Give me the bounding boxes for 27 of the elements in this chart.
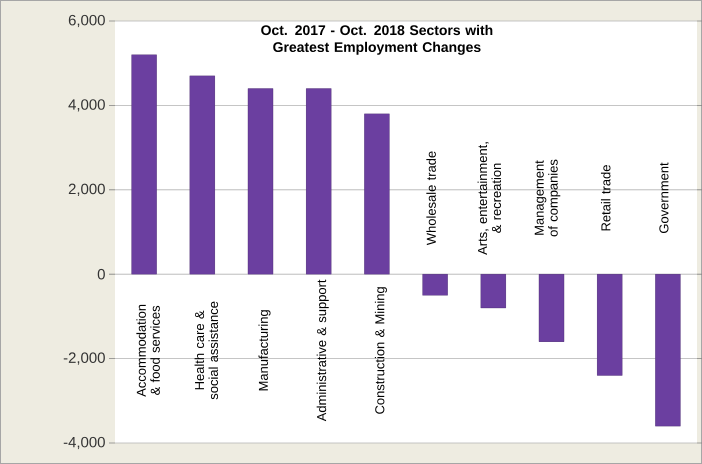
x-tick-label: Government [659,162,668,233]
bar [248,88,274,274]
bar [131,54,157,274]
x-tick-label: Administrative & support [316,280,329,422]
x-tick-label: Management of companies [534,160,560,236]
y-tick-label: 2,000 [68,184,105,196]
x-tick-label: Wholesale trade [426,151,436,246]
x-tick-label: Retail trade [600,165,610,230]
y-tick-label: 6,000 [68,14,105,28]
bar [480,274,506,308]
bar [364,114,390,274]
x-tick-label: Arts, entertainment, & recreation [478,142,502,255]
bar [597,274,622,376]
bar [190,76,215,274]
x-tick-label: Manufacturing [258,310,271,390]
bar [538,274,564,342]
x-tick-label: Construction & Mining [374,287,387,414]
y-tick-label: 4,000 [68,99,105,112]
y-tick-label: -2,000 [64,352,105,365]
text: Oct. 2017 - Oct. 2018 Sectors with Greatest Employment Changes [261,24,492,55]
bar [422,274,448,296]
y-tick-label: -4,000 [64,436,105,450]
x-tick-label: Accommodation & food services [136,304,160,397]
x-tick-label: Health care & social assistance [194,302,218,400]
bar [655,274,681,426]
y-tick-label: 0 [98,268,105,280]
bar [306,88,332,274]
